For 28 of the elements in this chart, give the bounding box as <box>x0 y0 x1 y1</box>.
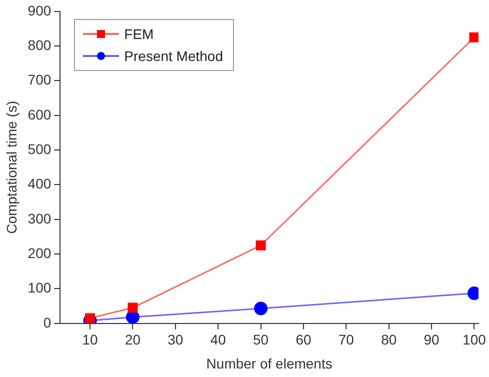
x-tick-label: 40 <box>210 332 226 348</box>
x-tick-label: 70 <box>338 332 354 348</box>
x-tick-label: 90 <box>424 332 440 348</box>
y-tick-label: 700 <box>28 72 52 88</box>
y-tick-label: 100 <box>28 280 52 296</box>
y-tick-label: 800 <box>28 36 52 53</box>
x-tick-label: 100 <box>462 332 486 348</box>
x-tick-label: 20 <box>124 332 141 348</box>
x-tick-label: 60 <box>296 332 312 348</box>
y-tick-label: 400 <box>28 176 52 192</box>
x-tick-label: 80 <box>381 332 397 348</box>
legend-label: FEM <box>124 26 154 42</box>
point <box>256 240 266 250</box>
y-axis-title: Comptational time (s) <box>3 100 20 234</box>
y-tick-label: 900 <box>28 2 52 18</box>
y-tick-label: 600 <box>28 106 52 122</box>
point <box>254 302 268 316</box>
x-axis-title: Number of elements <box>206 355 332 372</box>
y-tick-label: 300 <box>28 210 52 226</box>
point <box>469 32 479 42</box>
x-tick-label: 10 <box>82 332 98 348</box>
x-tick-label: 50 <box>253 332 269 348</box>
y-tick-label: 0 <box>43 314 52 330</box>
legend-label: Present Method <box>124 48 223 64</box>
x-tick-label: 30 <box>168 332 184 348</box>
y-tick-label: 500 <box>28 140 52 157</box>
point <box>128 302 138 313</box>
y-tick-label: 200 <box>28 244 52 261</box>
